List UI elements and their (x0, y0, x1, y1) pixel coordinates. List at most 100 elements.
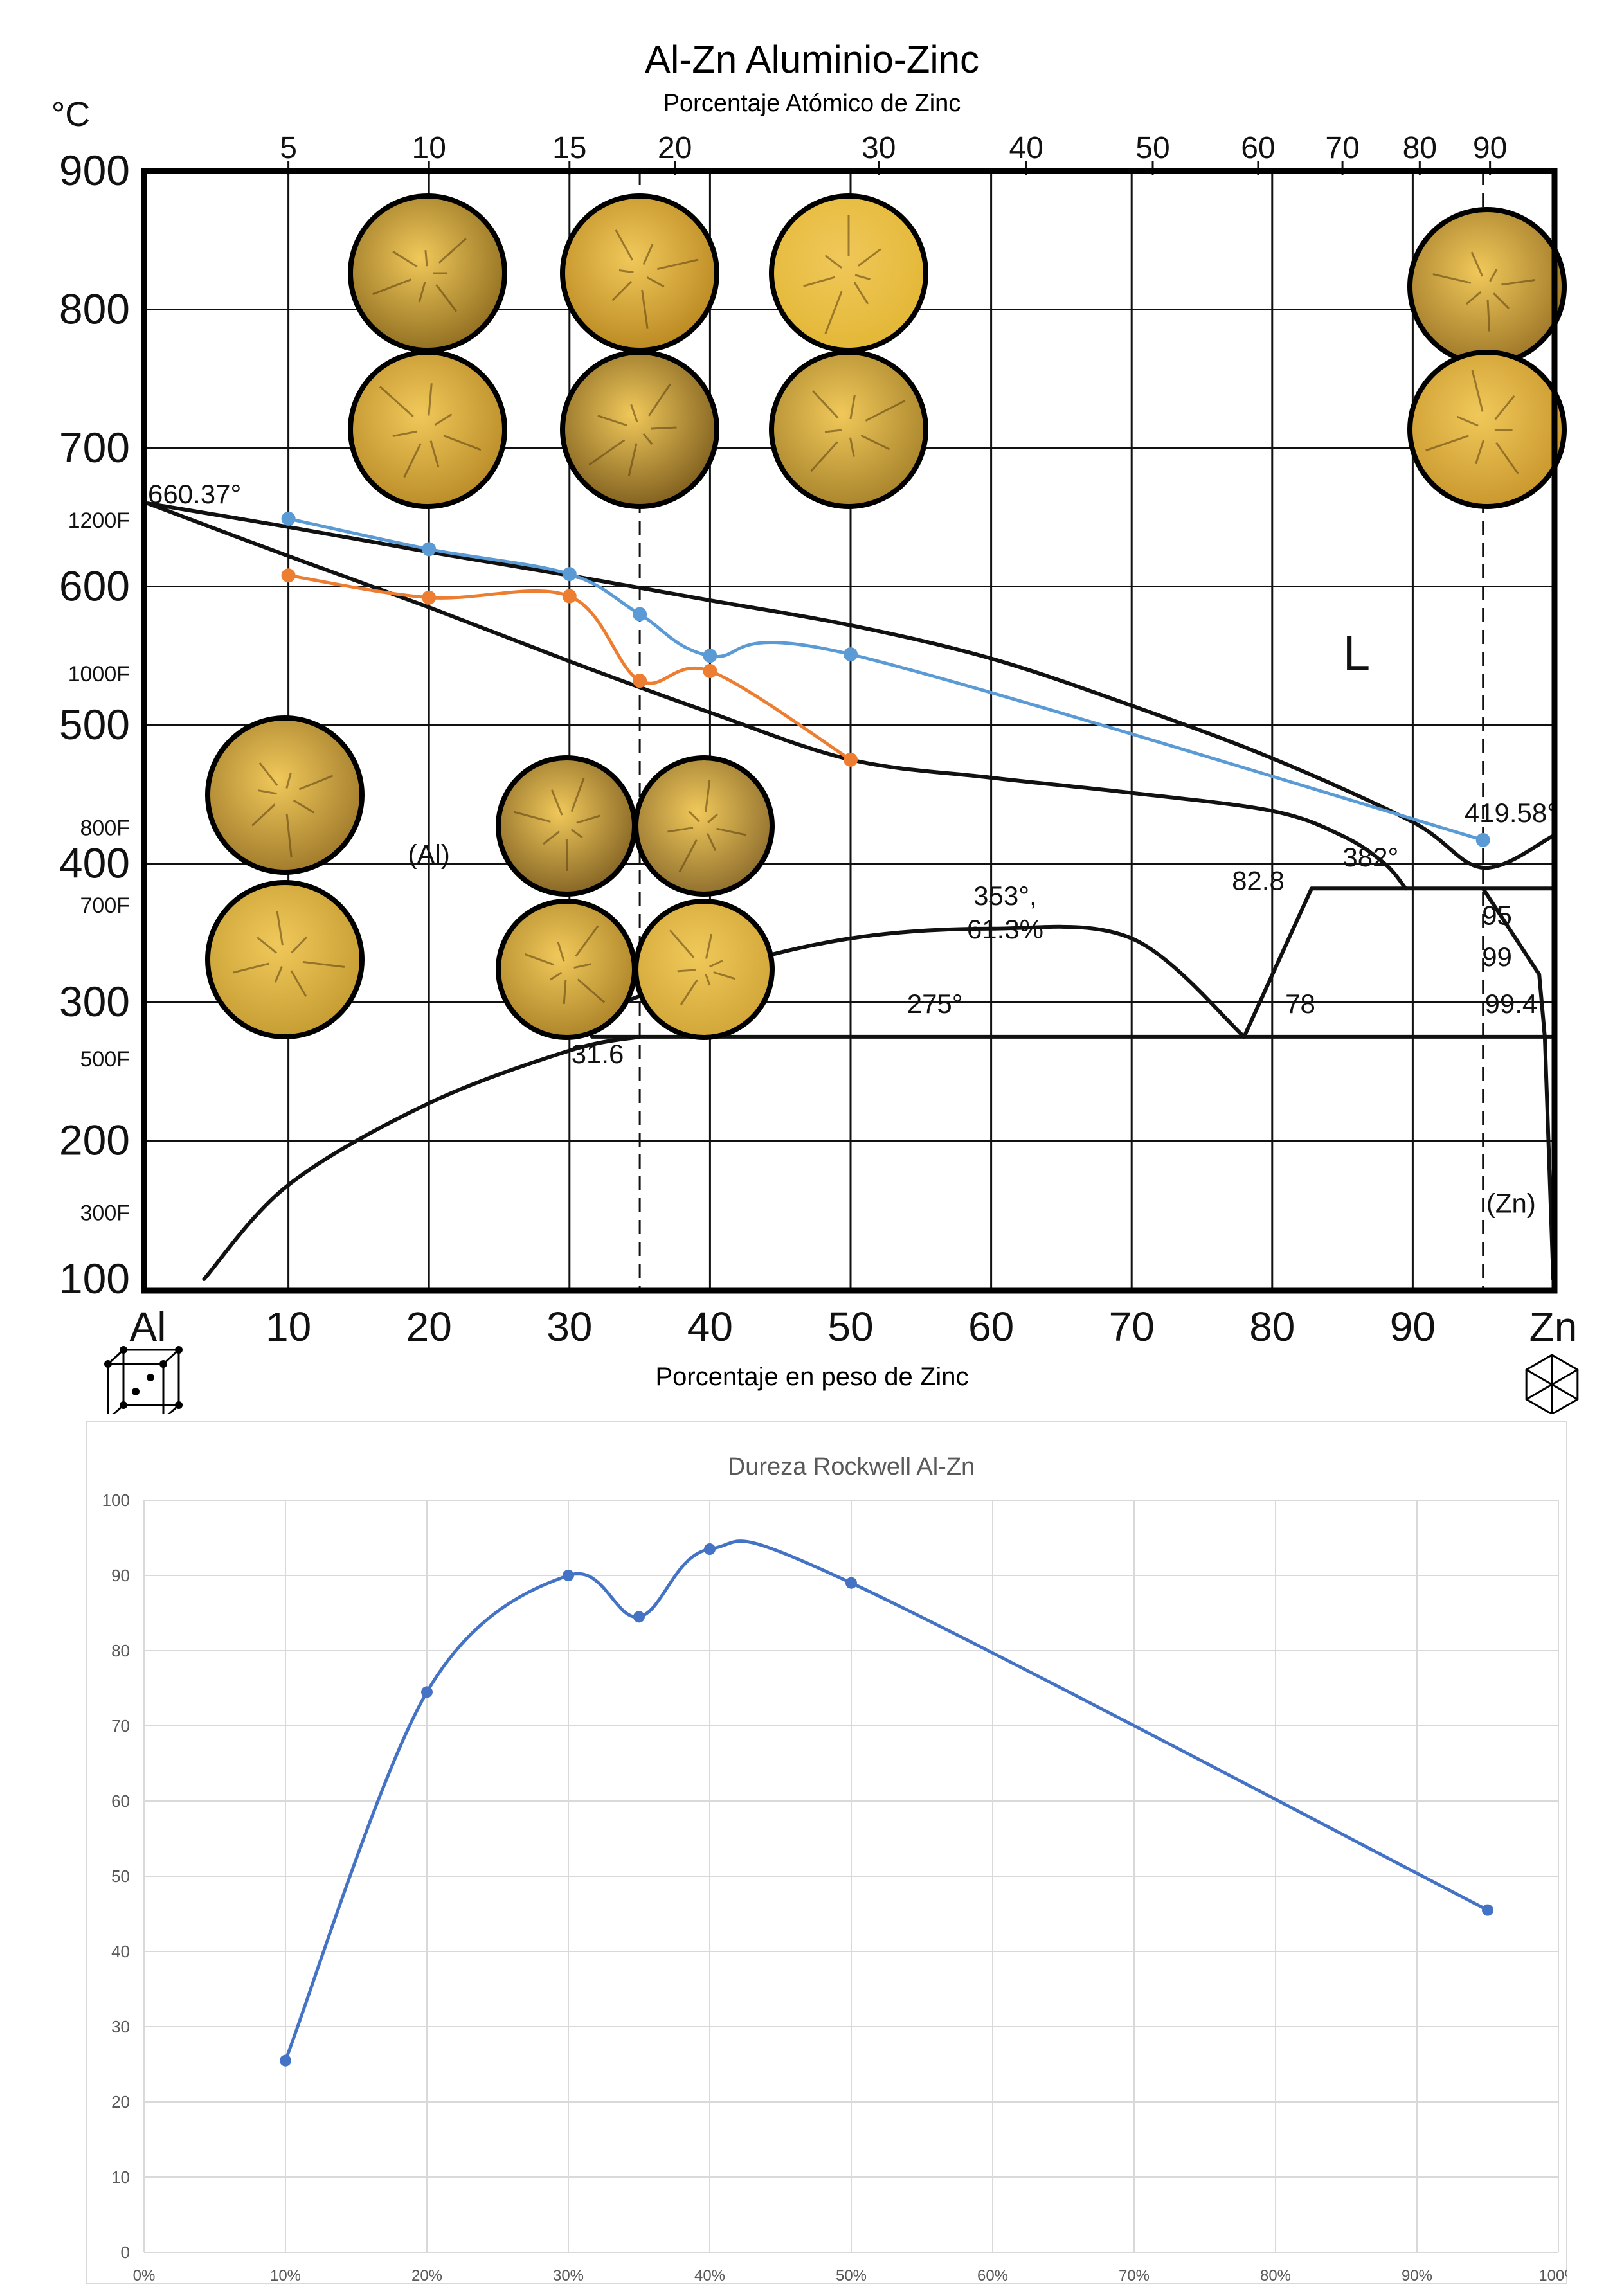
x-tick-label: Zn (1529, 1304, 1578, 1350)
diagram-annotation: 99 (1482, 942, 1512, 972)
hardness-y-tick: 50 (111, 1867, 130, 1886)
micrograph-grain-boundary (713, 971, 736, 980)
hardness-y-tick: 100 (102, 1491, 130, 1510)
micrograph-grain-boundary (688, 811, 700, 823)
micrograph-image (560, 193, 719, 353)
solvus-line (202, 1034, 642, 1281)
micrograph-grain-boundary (667, 827, 694, 833)
micrograph-grain-boundary (443, 435, 482, 451)
y-tick-label-f: 800F (80, 816, 131, 840)
blue-series-point (562, 567, 577, 582)
micrograph-grain-boundary (669, 929, 695, 958)
micrograph-grain-boundary (424, 250, 428, 267)
micrograph-grain-boundary (860, 434, 890, 451)
micrograph-grain-boundary (1475, 439, 1485, 465)
fcc-atom (175, 1401, 183, 1409)
micrograph-grain-boundary (1489, 268, 1498, 282)
diagram-annotation: 660.37° (148, 479, 241, 509)
micrograph-grain-boundary (403, 443, 422, 478)
hardness-point (421, 1686, 433, 1698)
fcc-atom (132, 1388, 140, 1395)
y-tick-label-f: 300F (80, 1201, 131, 1225)
hardness-point (280, 2054, 291, 2067)
hardness-y-tick: 0 (121, 2243, 130, 2262)
micrograph-image (560, 350, 719, 509)
orange-series-point (422, 590, 437, 605)
top-tick-label: 5 (280, 131, 297, 165)
micrograph-grain-boundary (588, 439, 626, 466)
micrograph-grain-boundary (615, 229, 634, 261)
diagram-annotation: L (1343, 626, 1370, 681)
top-tick-label: 20 (658, 131, 692, 165)
micrograph-grain-boundary (434, 413, 453, 426)
hardness-point (633, 1611, 645, 1623)
x-tick-label: 30 (546, 1304, 592, 1350)
hcp-unit-cell-edge (1526, 1383, 1553, 1401)
y-tick-label: 500 (59, 701, 130, 748)
micrograph-grain-boundary (577, 978, 606, 1003)
micrograph-grain-boundary (392, 430, 418, 438)
micrograph-image (1407, 350, 1567, 509)
micrograph-grain-boundary (657, 258, 699, 271)
blue-series-point (281, 511, 296, 526)
hardness-y-tick: 60 (111, 1791, 130, 1811)
micrograph-image (633, 755, 775, 897)
hardness-x-tick: 80% (1260, 2267, 1291, 2284)
y-tick-label: 400 (59, 839, 130, 887)
x-tick-label: 40 (687, 1304, 733, 1350)
hardness-x-tick: 40% (694, 2267, 725, 2284)
hardness-point (563, 1570, 574, 1581)
hardness-y-tick: 40 (111, 1942, 130, 1961)
hardness-y-tick: 30 (111, 2017, 130, 2036)
diagram-annotation: 61.3% (967, 914, 1043, 944)
fcc-unit-cell-icon (122, 1349, 180, 1406)
micrograph-grain-boundary (570, 829, 583, 839)
fcc-atom (175, 1346, 183, 1354)
x-tick-label: 70 (1109, 1304, 1155, 1350)
micrograph-grain-boundary (1457, 415, 1479, 427)
hardness-x-tick: 20% (411, 2267, 442, 2284)
micrograph-grain-boundary (611, 280, 633, 301)
hardness-x-tick: 70% (1119, 2267, 1150, 2284)
blue-series-point (422, 542, 437, 557)
micrograph-grain-boundary (678, 839, 698, 873)
hcp-unit-cell-edge (1551, 1368, 1578, 1386)
micrograph-grain-boundary (651, 426, 677, 430)
hardness-x-tick: 60% (977, 2267, 1008, 2284)
hardness-chart: 0 10 20 30 40 50 60 70 80 90 100 0% 10% 20% 30% 40% 50% 6… (102, 1453, 1567, 2284)
diagram-annotation: 31.6 (572, 1039, 624, 1069)
micrograph-grain-boundary (812, 390, 839, 419)
diagram-annotation: (Zn) (1486, 1188, 1536, 1219)
micrograph-grain-boundary (513, 811, 551, 823)
micrograph-grain-boundary (258, 762, 278, 786)
micrograph-image (496, 899, 637, 1040)
hardness-line (284, 1539, 1489, 2061)
top-tick-label: 30 (862, 131, 896, 165)
blue-series-point (844, 647, 858, 662)
micrograph-grain-boundary (1486, 300, 1491, 332)
micrograph-grain-boundary (428, 383, 433, 416)
plot-frame (141, 168, 1558, 1294)
micrograph-grain-boundary (418, 282, 426, 303)
diagram-annotation: 419.58° (1465, 798, 1558, 828)
y-tick-label-f: 700F (80, 893, 131, 918)
micrograph-grain-boundary (251, 803, 276, 827)
top-tick-label: 50 (1135, 131, 1169, 165)
micrograph-grain-boundary (1425, 435, 1469, 452)
hardness-point (845, 1577, 857, 1589)
micrograph-grain-boundary (854, 274, 871, 281)
micrograph-grain-boundary (618, 269, 634, 274)
x-tick-label: 60 (968, 1304, 1014, 1350)
hardness-y-tick: 10 (111, 2167, 130, 2187)
x-tick-label: 50 (827, 1304, 873, 1350)
orange-series-point (281, 568, 296, 583)
phase-diagram-chart: Al 10 20 30 40 50 60 70 80 90 Zn 5 10 15 20 30 40 50 60 70 8… (51, 95, 1579, 1414)
micrograph-grain-boundary (810, 441, 838, 472)
micrograph-grain-boundary (563, 980, 567, 1005)
micrograph-grain-boundary (258, 789, 277, 795)
micrograph-grain-boundary (565, 839, 568, 871)
fcc-unit-cell-icon (107, 1363, 165, 1414)
micrograph-grain-boundary (865, 399, 906, 422)
micrograph-grain-boundary (642, 244, 654, 265)
micrograph-grain-boundary (1494, 428, 1513, 431)
